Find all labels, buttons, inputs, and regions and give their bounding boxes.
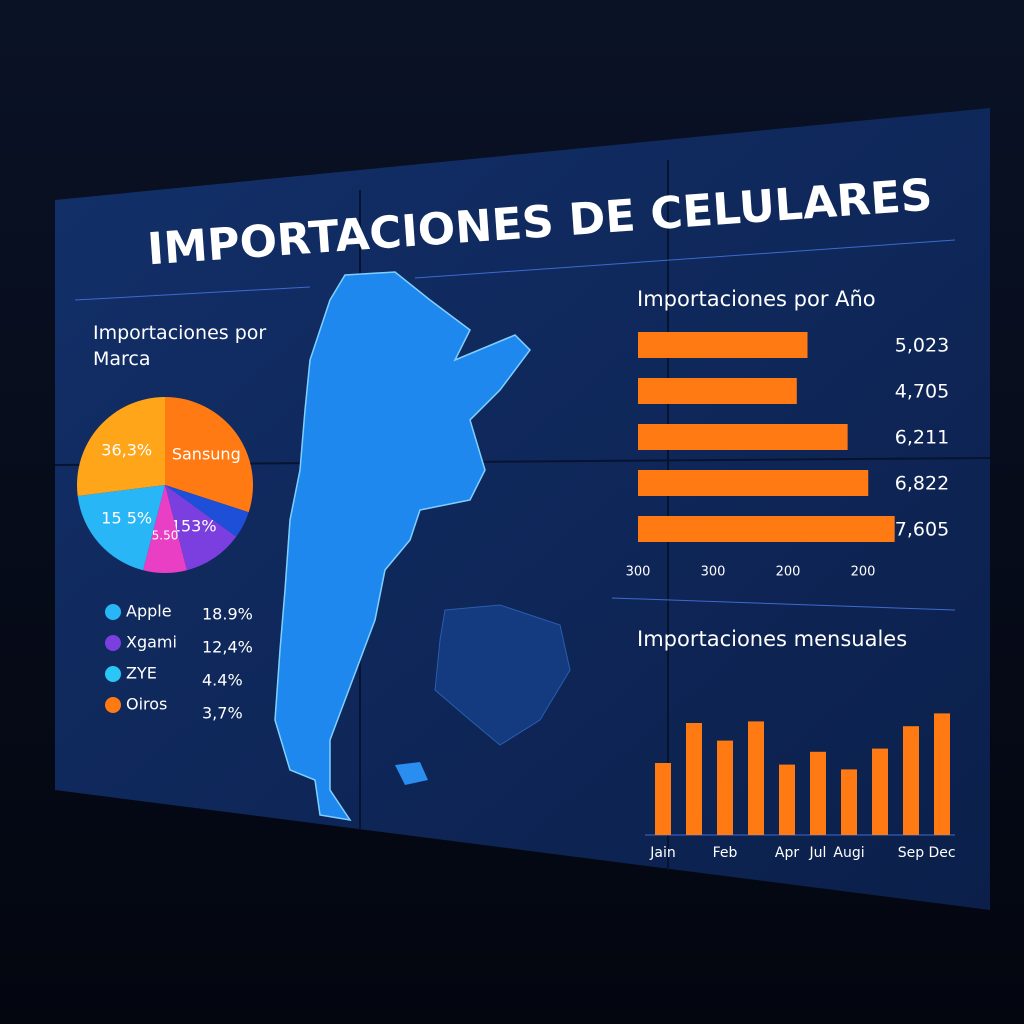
slice-label: Sansung xyxy=(172,444,241,463)
x-tick-label: Augi xyxy=(833,845,864,861)
x-tick-label: Apr xyxy=(775,845,799,861)
slice-label: 153% xyxy=(171,517,217,536)
legend-swatch xyxy=(105,666,121,682)
chart-title: Importaciones mensuales xyxy=(637,627,907,651)
legend-label: Xgami xyxy=(126,633,177,652)
value-label: 6,211 xyxy=(895,427,949,449)
legend-value: 18.9% xyxy=(202,605,253,624)
bar xyxy=(638,378,797,404)
legend-value: 3,7% xyxy=(202,704,243,723)
bar xyxy=(810,751,826,835)
x-tick-label: Jul xyxy=(809,845,827,861)
x-tick-label: Jain xyxy=(649,845,675,861)
divider xyxy=(74,286,311,301)
legend-swatch xyxy=(105,604,121,620)
map-region xyxy=(434,604,571,746)
slice-label: 36,3% xyxy=(101,441,152,460)
legend-value: 4.4% xyxy=(202,671,243,690)
bar xyxy=(841,769,857,835)
map-islands xyxy=(395,762,428,785)
axis-label: 200 xyxy=(851,565,876,580)
pie-slice xyxy=(165,397,253,513)
bar xyxy=(638,470,869,496)
bar xyxy=(638,516,895,542)
axis-label: 200 xyxy=(776,565,801,580)
pie-slice xyxy=(165,485,237,571)
bar xyxy=(872,748,888,835)
divider xyxy=(611,597,956,611)
bar xyxy=(717,740,733,835)
legend-label: Apple xyxy=(126,602,172,621)
bar xyxy=(655,763,671,835)
x-tick-label: Sep xyxy=(898,845,925,861)
chart-title: Importaciones por Marca xyxy=(93,322,267,370)
legend-label: Oiros xyxy=(126,695,167,714)
slice-label: 15 5% xyxy=(101,508,152,527)
value-label: 7,605 xyxy=(895,519,949,541)
x-tick-label: Dec xyxy=(928,845,955,861)
value-label: 4,705 xyxy=(895,381,949,403)
value-label: 6,822 xyxy=(895,473,949,495)
legend-value: 12,4% xyxy=(202,638,253,657)
legend-swatch xyxy=(105,697,121,713)
bar xyxy=(686,723,702,835)
bar xyxy=(638,332,808,358)
legend-label: ZYE xyxy=(126,664,157,683)
divider xyxy=(414,239,956,279)
bar xyxy=(779,764,795,835)
legend-swatch xyxy=(105,635,121,651)
value-label: 5,023 xyxy=(895,335,949,357)
pie-slice xyxy=(77,485,165,571)
bar xyxy=(748,721,764,835)
chart-title: Importaciones por Año xyxy=(637,287,876,311)
bar xyxy=(903,726,919,835)
bar xyxy=(934,713,950,835)
slice-label: 5.50 xyxy=(152,529,179,543)
x-tick-label: Feb xyxy=(713,845,738,861)
bar xyxy=(638,424,848,450)
axis-label: 300 xyxy=(626,565,651,580)
map-country xyxy=(274,271,531,822)
pie-slice xyxy=(143,485,187,573)
pie-slice xyxy=(77,397,165,497)
pie-slice xyxy=(165,485,249,537)
axis-label: 300 xyxy=(701,565,726,580)
